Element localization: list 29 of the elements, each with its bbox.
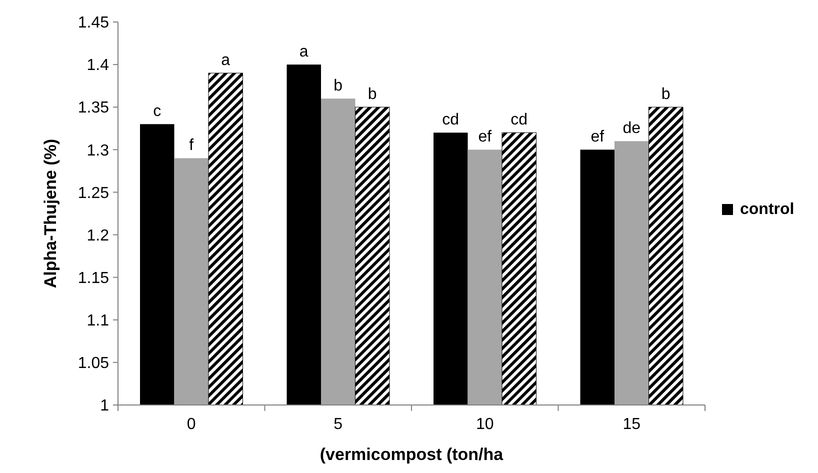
x-tick-label: 10 xyxy=(476,416,494,433)
y-tick-label: 1.2 xyxy=(86,227,110,244)
x-axis-title: (vermicompost (ton/ha xyxy=(320,445,504,464)
y-tick-label: 1.4 xyxy=(86,57,110,74)
annotation: cd xyxy=(510,112,528,129)
legend-label: control xyxy=(740,201,794,218)
annotation: a xyxy=(299,44,308,61)
annotation: b xyxy=(368,86,377,104)
annotation: ef xyxy=(590,128,605,146)
x-tick-label: 5 xyxy=(334,416,343,433)
y-tick-label: 1 xyxy=(100,398,110,415)
x-tick-label: 15 xyxy=(622,416,641,433)
y-tick-label: 1.45 xyxy=(78,14,110,32)
annotation: de xyxy=(622,120,641,138)
y-tick-label: 1.1 xyxy=(86,312,110,330)
y-tick-label: 1.05 xyxy=(78,355,110,372)
annotation: c xyxy=(153,103,162,120)
annotation: b xyxy=(661,86,670,104)
annotation: ef xyxy=(478,128,492,146)
y-tick-label: 1.35 xyxy=(78,100,110,117)
annotation: a xyxy=(221,52,230,70)
annotation: f xyxy=(189,137,194,154)
y-tick-label: 1.25 xyxy=(78,184,110,202)
annotation: cd xyxy=(442,112,460,129)
x-tick-label: 0 xyxy=(186,416,196,433)
annotation: b xyxy=(334,78,343,95)
y-tick-label: 1.15 xyxy=(78,270,110,287)
y-tick-label: 1.3 xyxy=(86,142,110,160)
y-axis-title: Alpha-Thujene (%) xyxy=(41,138,60,288)
